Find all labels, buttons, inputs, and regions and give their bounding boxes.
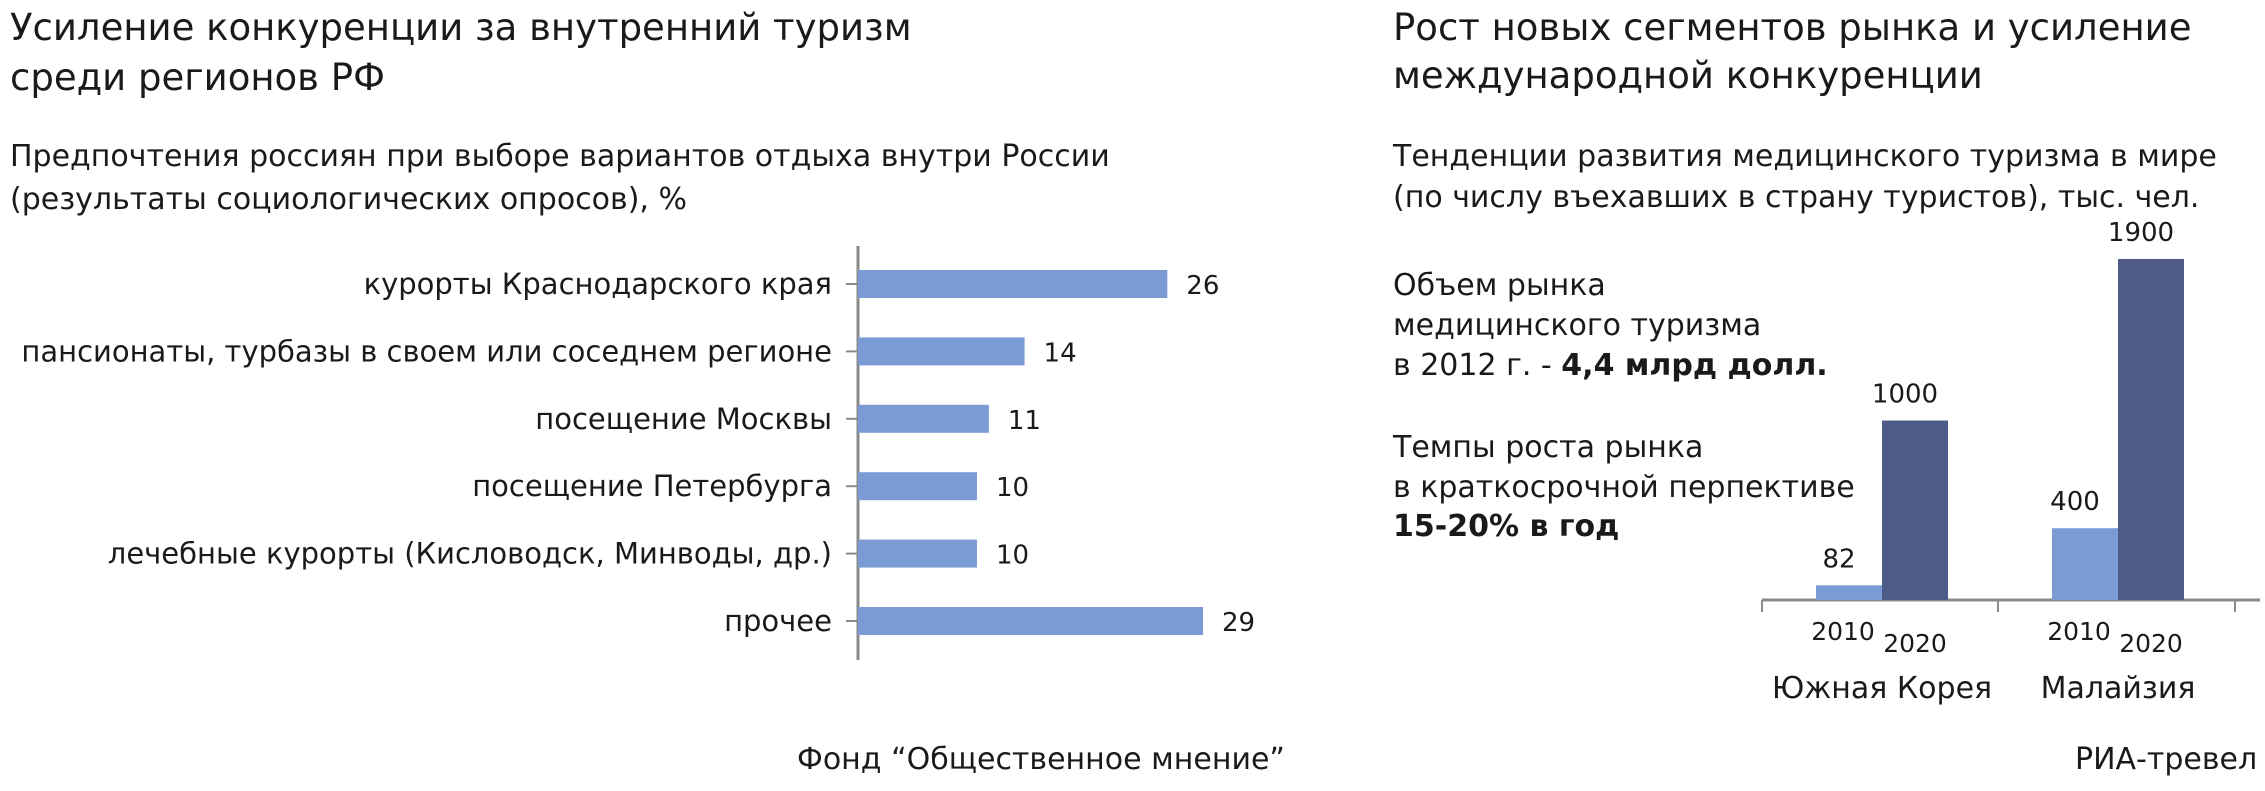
left-category-label: пансионаты, турбазы в своем или соседнем… <box>21 334 832 368</box>
left-title-line1: Усиление конкуренции за внутренний туриз… <box>10 6 912 49</box>
right-group-label: Южная Корея <box>1772 671 1992 706</box>
growth-rate-value: 15-20% в год <box>1393 509 1620 544</box>
right-value-label: 400 <box>2050 487 2100 517</box>
left-value-label: 10 <box>996 541 1029 571</box>
left-value-label: 26 <box>1186 271 1219 301</box>
right-year-label: 2020 <box>2119 629 2183 658</box>
right-bar <box>2118 259 2184 600</box>
right-title-line2: международной конкуренции <box>1393 54 1983 97</box>
left-bar <box>858 404 989 433</box>
left-category-label: лечебные курорты (Кисловодск, Минводы, д… <box>108 537 832 571</box>
left-bar <box>858 539 977 568</box>
left-category-label: прочее <box>724 604 832 638</box>
left-value-label: 29 <box>1222 608 1255 638</box>
growth-rate-line1: Темпы роста рынка <box>1393 430 1704 465</box>
market-volume-line1: Объем рынка <box>1393 268 1606 303</box>
right-source: РИА-тревел <box>2075 742 2258 777</box>
right-year-label: 2010 <box>2047 617 2111 646</box>
right-value-label: 82 <box>1822 544 1855 574</box>
market-volume-value: 4,4 млрд долл. <box>1561 348 1828 383</box>
left-category-label: посещение Москвы <box>535 402 832 436</box>
right-year-label: 2020 <box>1883 629 1947 658</box>
left-value-label: 10 <box>996 473 1029 503</box>
left-subtitle-line1: Предпочтения россиян при выборе варианто… <box>10 139 1110 174</box>
right-bar-chart: 82 2010 1000 2020 Южная Корея 400 2010 1900 2020… <box>1761 218 2260 706</box>
market-volume-line2: медицинского туризма <box>1393 308 1762 343</box>
right-value-label: 1900 <box>2108 218 2174 248</box>
left-subtitle-line2: (результаты социологических опросов), % <box>10 182 687 217</box>
right-bar <box>1882 420 1948 600</box>
right-group-label: Малайзия <box>2041 671 2196 706</box>
right-year-label: 2010 <box>1811 617 1875 646</box>
left-category-label: посещение Петербурга <box>472 469 832 503</box>
left-category-label: курорты Краснодарского края <box>364 267 832 301</box>
left-title-line2: среди регионов РФ <box>10 56 385 99</box>
left-value-label: 11 <box>1008 406 1041 436</box>
right-bar <box>1816 585 1882 600</box>
market-volume-line3: в 2012 г. - 4,4 млрд долл. <box>1393 346 1828 386</box>
market-volume-prefix: в 2012 г. - <box>1393 348 1562 383</box>
left-bar <box>858 607 1203 635</box>
left-bar <box>858 337 1025 366</box>
right-bar <box>2052 528 2118 600</box>
right-subtitle-line1: Тенденции развития медицинского туризма … <box>1393 139 2217 174</box>
left-bar <box>858 472 977 501</box>
left-source: Фонд “Общественное мнение” <box>797 742 1285 777</box>
left-bar-chart: курорты Краснодарского края 26 пансионаты,… <box>21 246 1255 660</box>
left-value-label: 14 <box>1044 338 1077 368</box>
right-value-label: 1000 <box>1872 380 1938 410</box>
right-subtitle-line2: (по числу въехавших в страну туристов), … <box>1393 180 2200 215</box>
right-title-line1: Рост новых сегментов рынка и усиление <box>1393 6 2192 49</box>
growth-rate-line2: в краткосрочной перпективе <box>1393 470 1855 505</box>
left-bar <box>858 270 1168 298</box>
